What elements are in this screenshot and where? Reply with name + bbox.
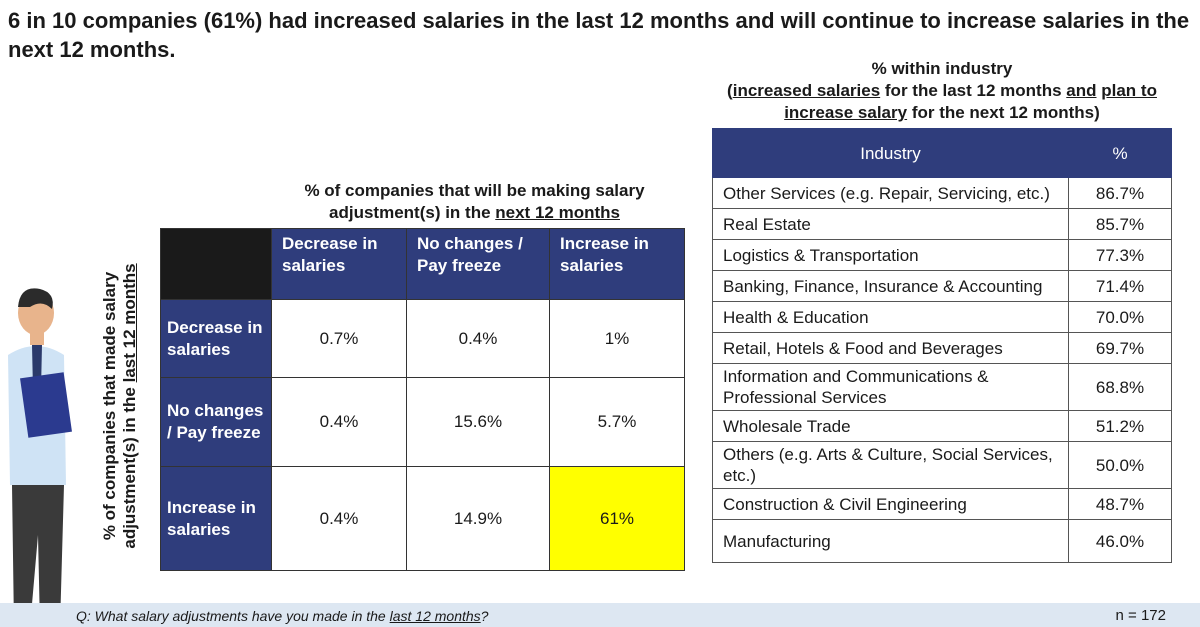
industry-row: Wholesale Trade 51.2% [712,410,1172,442]
matrix-cell: 0.4% [271,377,407,467]
industry-row: Others (e.g. Arts & Culture, Social Serv… [712,441,1172,489]
industry-row: Retail, Hotels & Food and Beverages 69.7% [712,332,1172,364]
industry-name: Health & Education [712,301,1069,333]
text-segment: for the next 12 months) [907,103,1100,122]
title: 6 in 10 companies (61%) had increased sa… [8,8,1190,62]
industry-percent: 69.7% [1068,332,1172,364]
industry-name: Construction & Civil Engineering [712,488,1069,520]
industry-caption: % within industry (increased salaries fo… [712,58,1172,124]
industry-percent: 86.7% [1068,177,1172,209]
row-header: Increase in salaries [160,466,272,571]
matrix-cell: 0.4% [406,299,550,378]
industry-row: Manufacturing 46.0% [712,519,1172,563]
matrix-row: Decrease in salaries 0.7% 0.4% 1% [160,299,685,378]
industry-name: Manufacturing [712,519,1069,563]
industry-caption-title: % within industry [871,59,1013,78]
industry-percent: 50.0% [1068,441,1172,489]
industry-row: Health & Education 70.0% [712,301,1172,333]
text-segment: increased salaries [732,81,881,100]
industry-row: Real Estate 85.7% [712,208,1172,240]
matrix-cell: 14.9% [406,466,550,571]
text-segment: and [1066,81,1097,100]
matrix-cell: 0.4% [271,466,407,571]
column-header: Increase in salaries [549,228,685,300]
industry-name: Wholesale Trade [712,410,1069,442]
industry-percent: 77.3% [1068,239,1172,271]
column-header: Decrease in salaries [271,228,407,300]
text-segment: last 12 months [389,608,481,624]
industry-table: Industry% Other Services (e.g. Repair, Se… [712,128,1172,563]
column-header: Industry [712,128,1069,178]
question: Q: What salary adjustments have you made… [76,608,488,624]
text-segment: last 12 months [120,263,139,383]
text-segment: plan to increase salary [784,81,1157,122]
column-header: No changes / Pay freeze [406,228,550,300]
industry-name: Information and Communications & Profess… [712,363,1069,411]
header-row: Industry% [712,128,1172,178]
text-segment: for the last 12 months [880,81,1067,100]
matrix-cell: 0.7% [271,299,407,378]
matrix-row: Increase in salaries 0.4% 14.9% 61% [160,466,685,571]
industry-name: Retail, Hotels & Food and Beverages [712,332,1069,364]
industry-row: Information and Communications & Profess… [712,363,1172,411]
salary-matrix: Decrease in salaries No changes / Pay fre… [160,228,685,571]
industry-row: Construction & Civil Engineering 48.7% [712,488,1172,520]
row-header: Decrease in salaries [160,299,272,378]
text-segment: next 12 months [495,203,620,222]
industry-caption-body: (increased salaries for the last 12 mont… [712,80,1172,124]
corner-cell [160,228,272,300]
industry-percent: 71.4% [1068,270,1172,302]
industry-percent: 48.7% [1068,488,1172,520]
industry-name: Logistics & Transportation [712,239,1069,271]
sample-size: n = 172 [1115,607,1166,624]
text-segment: ( [727,81,733,100]
text-segment: % of companies that will be making salar… [304,181,645,222]
row-header: No changes / Pay freeze [160,377,272,467]
matrix-row: No changes / Pay freeze 0.4% 15.6% 5.7% [160,377,685,467]
footer: Q: What salary adjustments have you made… [0,603,1200,627]
text-segment: ? [480,608,489,624]
industry-row: Logistics & Transportation 77.3% [712,239,1172,271]
text-segment: Q: What salary adjustments have you made… [76,608,390,624]
column-caption: % of companies that will be making salar… [262,180,687,224]
matrix-cell: 61% [549,466,685,571]
matrix-cell: 15.6% [406,377,550,467]
industry-name: Others (e.g. Arts & Culture, Social Serv… [712,441,1069,489]
industry-name: Real Estate [712,208,1069,240]
industry-name: Other Services (e.g. Repair, Servicing, … [712,177,1069,209]
industry-percent: 85.7% [1068,208,1172,240]
matrix-cell: 1% [549,299,685,378]
matrix-cell: 5.7% [549,377,685,467]
person-illustration [8,288,72,627]
industry-percent: 70.0% [1068,301,1172,333]
industry-name: Banking, Finance, Insurance & Accounting [712,270,1069,302]
industry-row: Other Services (e.g. Repair, Servicing, … [712,177,1172,209]
industry-percent: 51.2% [1068,410,1172,442]
row-caption: % of companies that made salary adjustme… [100,246,140,566]
industry-percent: 68.8% [1068,363,1172,411]
industry-percent: 46.0% [1068,519,1172,563]
header-row: Decrease in salaries No changes / Pay fre… [160,228,685,300]
column-header: % [1068,128,1172,178]
industry-row: Banking, Finance, Insurance & Accounting… [712,270,1172,302]
